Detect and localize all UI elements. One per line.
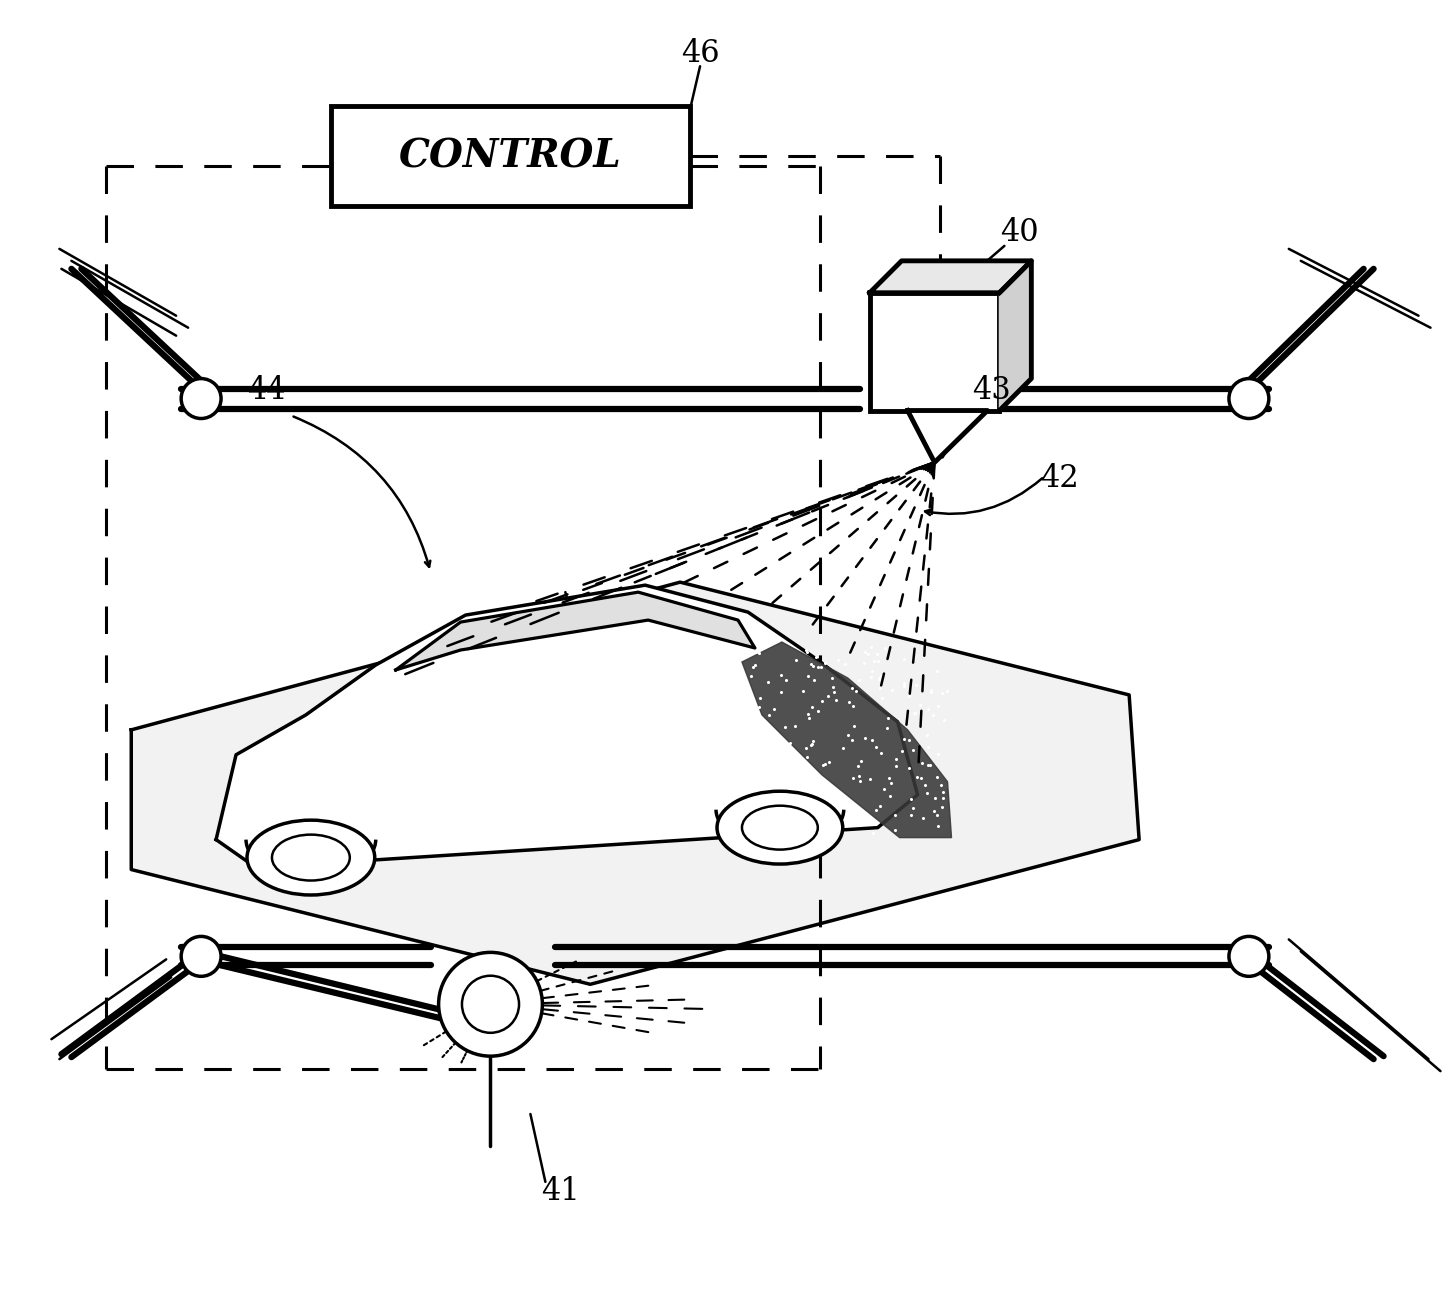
Text: 43: 43	[972, 374, 1011, 406]
Ellipse shape	[273, 834, 349, 880]
Polygon shape	[908, 410, 987, 463]
Text: CONTROL: CONTROL	[399, 137, 622, 175]
Ellipse shape	[716, 791, 842, 865]
Polygon shape	[999, 261, 1031, 410]
Ellipse shape	[247, 820, 374, 895]
Circle shape	[463, 976, 519, 1033]
Text: 41: 41	[541, 1176, 580, 1208]
Bar	[331, 106, 690, 206]
Polygon shape	[396, 593, 755, 670]
Bar	[870, 293, 999, 410]
Text: 44: 44	[247, 374, 286, 406]
Polygon shape	[742, 643, 951, 837]
Polygon shape	[870, 261, 1031, 293]
Circle shape	[181, 378, 220, 418]
Text: 42: 42	[1040, 463, 1079, 494]
Polygon shape	[132, 582, 1140, 984]
Circle shape	[181, 937, 220, 976]
Circle shape	[1230, 378, 1269, 418]
Polygon shape	[216, 585, 918, 867]
Text: 40: 40	[1000, 217, 1038, 248]
Circle shape	[1230, 937, 1269, 976]
Circle shape	[438, 953, 542, 1056]
Text: 46: 46	[680, 38, 719, 68]
Ellipse shape	[742, 805, 818, 850]
